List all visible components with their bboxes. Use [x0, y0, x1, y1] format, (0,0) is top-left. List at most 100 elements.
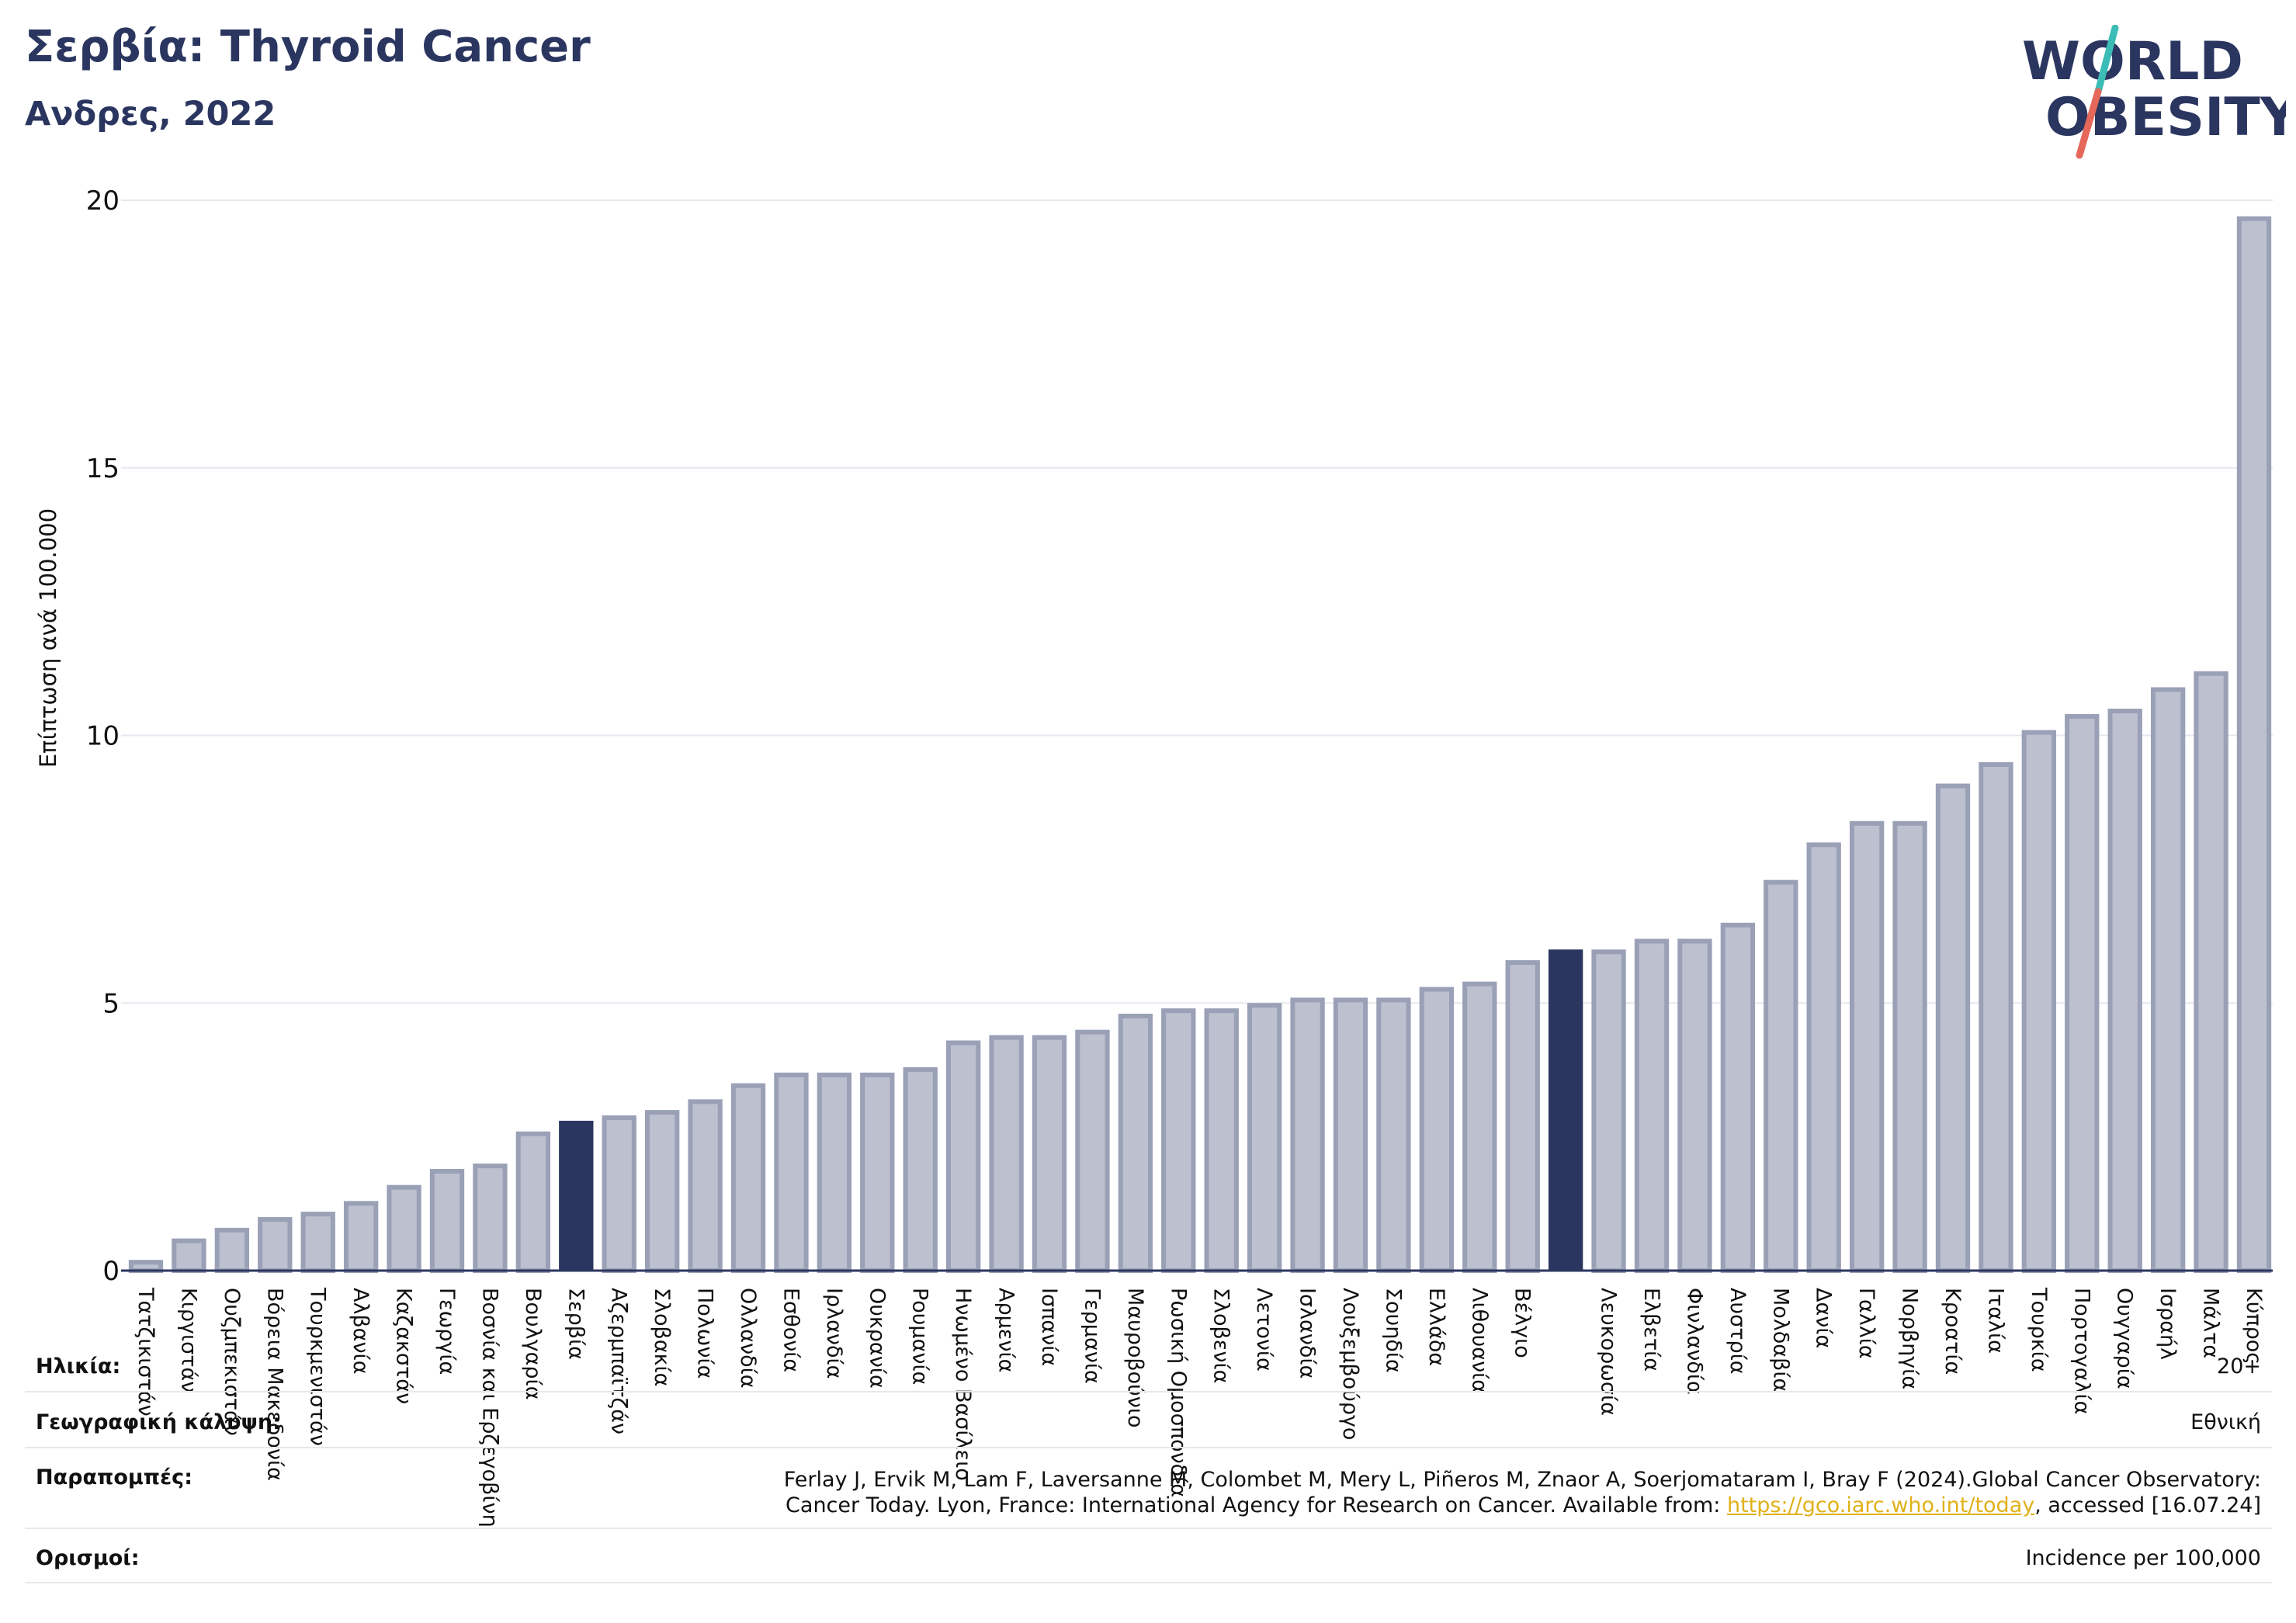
bar — [1505, 960, 1540, 1273]
page-subtitle: Ανδρες, 2022 — [25, 95, 276, 134]
x-tick-label: Ισλανδία — [1295, 1288, 1320, 1379]
meta-row-definitions: Ορισμοί: Incidence per 100,000 — [25, 1534, 2272, 1583]
x-tick-label: Βέλγιο — [1510, 1288, 1535, 1358]
x-tick-label: Ρουμανία — [908, 1288, 932, 1385]
bar — [945, 1040, 981, 1273]
bar — [1204, 1008, 1239, 1274]
x-tick-label: Καζακστάν — [392, 1288, 416, 1404]
bar — [515, 1131, 551, 1273]
bar — [1462, 981, 1497, 1274]
bar — [1290, 997, 1325, 1273]
x-tick-label: Λετονία — [1252, 1288, 1276, 1372]
x-tick-label: Λευκορωσία — [1597, 1288, 1621, 1416]
references-link[interactable]: https://gco.iarc.who.int/today — [1726, 1493, 2035, 1517]
x-tick-label: Βουλγαρία — [521, 1288, 545, 1400]
bar — [1892, 820, 1927, 1273]
logo-slash-teal — [2094, 25, 2119, 95]
bar — [602, 1115, 636, 1274]
x-tick-label: Ισπανία — [1037, 1288, 1061, 1366]
bar — [429, 1168, 465, 1273]
bar — [343, 1201, 379, 1273]
bar — [2107, 709, 2142, 1273]
bar — [1677, 938, 1712, 1273]
age-value: 20+ — [2217, 1354, 2261, 1379]
x-tick-label: Σουηδία — [1381, 1288, 1405, 1373]
bar — [2194, 671, 2228, 1273]
bar — [258, 1217, 293, 1274]
bar — [1376, 997, 1411, 1273]
x-tick-label: Φινλανδία — [1682, 1288, 1706, 1395]
bar — [1333, 997, 1368, 1273]
references-label: Παραπομπές: — [36, 1465, 192, 1489]
x-tick-label: Αρμενία — [994, 1288, 1018, 1372]
x-tick-label: Τατζικιστάν — [134, 1287, 158, 1417]
definitions-label: Ορισμοί: — [36, 1546, 140, 1570]
x-tick-label: Νορβηγία — [1898, 1288, 1922, 1389]
bar — [1935, 783, 1971, 1273]
x-tick-label: Κιργιστάν — [176, 1288, 200, 1392]
x-tick-label: Πολωνία — [693, 1288, 717, 1379]
y-tick-label: 0 — [102, 1256, 120, 1287]
references-line-2-suffix: , accessed [16.07.24] — [2034, 1493, 2261, 1517]
page-title: Σερβία: Thyroid Cancer — [25, 22, 591, 72]
bar — [688, 1099, 723, 1273]
bar — [1161, 1008, 1196, 1274]
bar — [860, 1072, 895, 1274]
age-label: Ηλικία: — [36, 1354, 121, 1379]
x-tick-label: Ηνωμένο Βασίλειο — [951, 1288, 975, 1481]
world-obesity-logo: WORLD OBESITY — [2022, 25, 2286, 159]
y-tick-label: 5 — [102, 988, 120, 1019]
references-line-1: Ferlay J, Ervik M, Lam F, Laversanne M, … — [783, 1468, 2261, 1492]
bar — [730, 1083, 766, 1274]
references-line-2: Cancer Today. Lyon, France: Internationa… — [784, 1493, 2261, 1518]
bar — [1118, 1014, 1153, 1274]
y-tick-label: 10 — [86, 721, 120, 752]
highlight-bar — [559, 1120, 594, 1271]
coverage-label: Γεωγραφική κάλυψη: — [36, 1410, 281, 1434]
logo-slash-coral — [2076, 88, 2102, 159]
bar — [1591, 949, 1626, 1274]
bar — [774, 1072, 809, 1274]
x-tick-label: Λιθουανία — [1467, 1288, 1491, 1393]
bar — [300, 1212, 335, 1274]
bar — [1806, 842, 1841, 1273]
bar — [1032, 1035, 1067, 1273]
x-tick-label: Κροατία — [1941, 1288, 1965, 1375]
x-tick-label: Σερβία — [564, 1288, 588, 1360]
definitions-value: Incidence per 100,000 — [2025, 1546, 2261, 1570]
bar — [1720, 922, 1756, 1273]
x-tick-label: Ουζμπεκιστάν — [220, 1288, 244, 1436]
bar — [128, 1260, 164, 1273]
x-tick-label: Ιταλία — [1983, 1288, 2007, 1354]
x-tick-label: Αλβανία — [349, 1288, 373, 1375]
x-tick-label: Λουξεμβούργο — [1338, 1288, 1362, 1440]
reference-bar — [1548, 949, 1583, 1271]
y-tick-label: 15 — [86, 453, 120, 484]
bar — [172, 1238, 206, 1274]
x-tick-label: Μαυροβούνιο — [1123, 1288, 1147, 1427]
x-tick-label: Μολδαβία — [1768, 1288, 1792, 1392]
references-line-2-text: Cancer Today. Lyon, France: Internationa… — [786, 1493, 1727, 1517]
bar — [473, 1163, 508, 1273]
x-tick-label: Αζερμπαϊτζάν — [607, 1288, 631, 1434]
bar — [1849, 820, 1885, 1273]
x-tick-label: Εσθονία — [779, 1288, 803, 1372]
x-tick-label: Βόρεια Μακεδονία — [262, 1288, 286, 1481]
x-tick-label: Γαλλία — [1854, 1288, 1878, 1359]
bar — [2236, 216, 2272, 1273]
x-tick-label: Σλοβενία — [1209, 1288, 1233, 1383]
bar — [1247, 1003, 1282, 1273]
x-tick-label: Ιρλανδία — [822, 1288, 846, 1379]
bar — [903, 1066, 938, 1273]
x-tick-label: Ουγγαρία — [2113, 1288, 2137, 1389]
bar — [214, 1227, 250, 1273]
bar — [989, 1035, 1024, 1273]
bar — [644, 1110, 680, 1274]
meta-row-coverage: Γεωγραφική κάλυψη: Εθνική — [25, 1397, 2272, 1448]
logo-word-1: WORLD — [2022, 31, 2243, 92]
x-tick-label: Σλοβακία — [650, 1288, 674, 1386]
x-tick-label: Ολλανδία — [736, 1288, 760, 1389]
x-tick-label: Μάλτα — [2199, 1288, 2223, 1358]
x-tick-label: Δανία — [1812, 1288, 1836, 1348]
